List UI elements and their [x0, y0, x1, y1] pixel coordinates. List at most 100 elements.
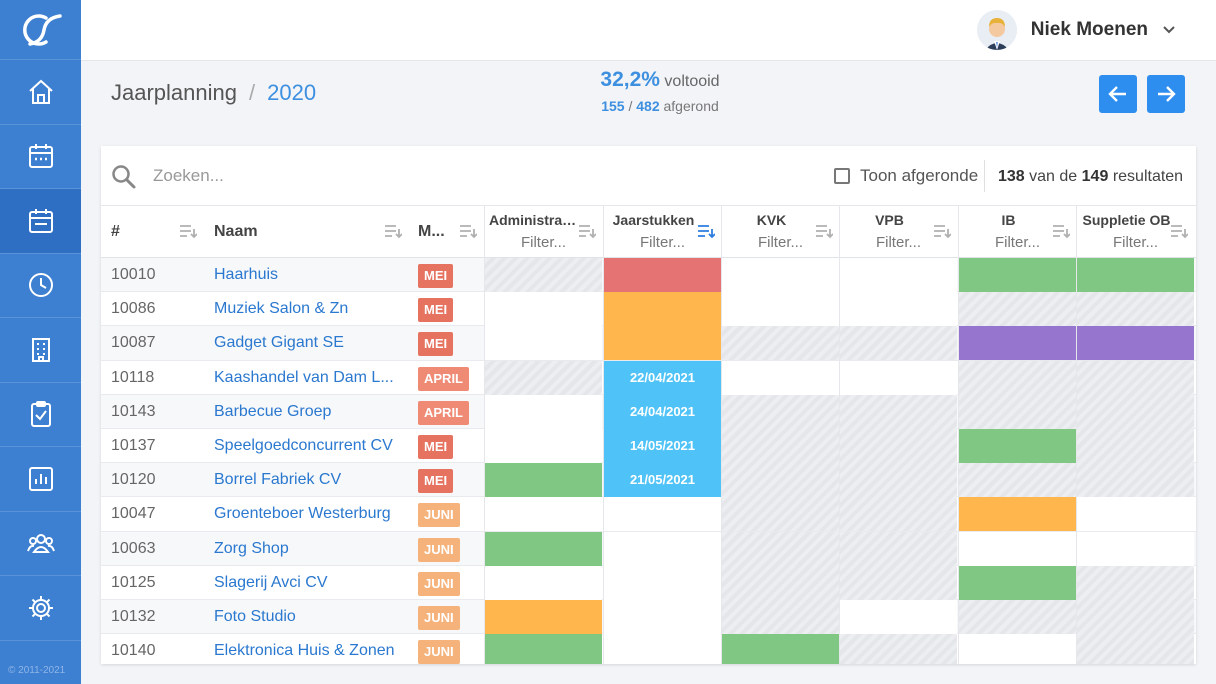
task-status-cell[interactable]: [484, 565, 602, 600]
task-status-cell[interactable]: [958, 258, 1076, 292]
task-status-cell[interactable]: [839, 634, 957, 664]
sort-icon[interactable]: [179, 223, 197, 239]
row-name-link[interactable]: Slagerij Avci CV: [214, 573, 328, 591]
sidebar-item-companies[interactable]: [0, 318, 81, 383]
previous-year-button[interactable]: [1099, 75, 1137, 113]
search-input[interactable]: [153, 162, 553, 190]
sort-icon[interactable]: [384, 223, 402, 239]
task-status-cell[interactable]: 24/04/2021: [603, 394, 721, 429]
task-status-cell[interactable]: [1076, 634, 1194, 664]
task-status-cell[interactable]: [839, 360, 957, 395]
sort-icon[interactable]: [578, 223, 596, 239]
table-row[interactable]: 10118 Kaashandel van Dam L... APRIL 22/04/2…: [101, 360, 1196, 395]
task-status-cell[interactable]: [603, 600, 721, 634]
sort-icon[interactable]: [697, 223, 715, 239]
column-header-task[interactable]: Suppletie OB Filter...: [1076, 206, 1194, 258]
task-status-cell[interactable]: [484, 326, 602, 361]
column-header-id[interactable]: #: [111, 223, 120, 240]
column-header-task[interactable]: Jaarstukken Filter...: [603, 206, 721, 258]
task-status-cell[interactable]: [484, 497, 602, 532]
table-row[interactable]: 10140 Elektronica Huis & Zonen JUNI: [101, 634, 1196, 664]
task-status-cell[interactable]: [484, 634, 602, 664]
table-row[interactable]: 10047 Groenteboer Westerburg JUNI: [101, 497, 1196, 532]
table-row[interactable]: 10010 Haarhuis MEI: [101, 258, 1196, 293]
task-status-cell[interactable]: [1076, 394, 1194, 429]
logo[interactable]: [0, 0, 81, 60]
task-status-cell[interactable]: [484, 292, 602, 327]
task-status-cell[interactable]: [958, 565, 1076, 600]
task-status-cell[interactable]: [484, 394, 602, 429]
next-year-button[interactable]: [1147, 75, 1185, 113]
task-status-cell[interactable]: [839, 600, 957, 634]
task-status-cell[interactable]: [721, 531, 839, 566]
task-status-cell[interactable]: [484, 463, 602, 498]
row-name-link[interactable]: Elektronica Huis & Zonen: [214, 642, 395, 660]
task-filter[interactable]: Filter...: [994, 234, 1040, 251]
task-filter[interactable]: Filter...: [639, 234, 685, 251]
sort-icon[interactable]: [815, 223, 833, 239]
task-status-cell[interactable]: [721, 497, 839, 532]
task-status-cell[interactable]: [958, 600, 1076, 634]
task-status-cell[interactable]: [958, 429, 1076, 463]
task-status-cell[interactable]: [603, 565, 721, 600]
task-status-cell[interactable]: [839, 531, 957, 566]
task-status-cell[interactable]: [839, 326, 957, 361]
task-status-cell[interactable]: [1076, 258, 1194, 292]
sidebar-item-jaarplanning[interactable]: [0, 189, 81, 254]
column-header-name[interactable]: Naam: [214, 223, 258, 240]
task-status-cell[interactable]: [839, 565, 957, 600]
sidebar-item-time[interactable]: [0, 254, 81, 318]
task-status-cell[interactable]: [958, 531, 1076, 566]
task-status-cell[interactable]: [484, 600, 602, 634]
task-status-cell[interactable]: 22/04/2021: [603, 360, 721, 395]
task-status-cell[interactable]: [958, 394, 1076, 429]
show-completed-checkbox[interactable]: [834, 168, 850, 184]
task-status-cell[interactable]: [1076, 531, 1194, 566]
task-status-cell[interactable]: [484, 258, 602, 292]
show-completed-toggle[interactable]: Toon afgeronde: [834, 166, 978, 186]
task-status-cell[interactable]: [1076, 497, 1194, 532]
task-status-cell[interactable]: [721, 463, 839, 498]
sidebar-item-reports[interactable]: [0, 447, 81, 512]
task-status-cell[interactable]: [839, 463, 957, 498]
sort-icon[interactable]: [1052, 223, 1070, 239]
table-row[interactable]: 10143 Barbecue Groep APRIL 24/04/2021: [101, 394, 1196, 429]
task-status-cell[interactable]: [839, 292, 957, 327]
row-name-link[interactable]: Haarhuis: [214, 266, 279, 283]
task-filter[interactable]: Filter...: [875, 234, 921, 251]
task-status-cell[interactable]: [603, 258, 721, 292]
task-status-cell[interactable]: [958, 326, 1076, 361]
task-status-cell[interactable]: [603, 634, 721, 664]
row-name-link[interactable]: Borrel Fabriek CV: [214, 471, 342, 489]
task-filter[interactable]: Filter...: [520, 234, 566, 251]
task-status-cell[interactable]: [484, 429, 602, 463]
table-row[interactable]: 10063 Zorg Shop JUNI: [101, 531, 1196, 566]
task-status-cell[interactable]: 14/05/2021: [603, 429, 721, 463]
row-name-link[interactable]: Zorg Shop: [214, 539, 289, 557]
sort-icon[interactable]: [933, 223, 951, 239]
task-status-cell[interactable]: [958, 360, 1076, 395]
column-header-task[interactable]: IB Filter...: [958, 206, 1076, 258]
task-status-cell[interactable]: [603, 292, 721, 327]
task-status-cell[interactable]: [839, 258, 957, 292]
task-filter[interactable]: Filter...: [757, 234, 803, 251]
table-row[interactable]: 10132 Foto Studio JUNI: [101, 600, 1196, 635]
row-name-link[interactable]: Muziek Salon & Zn: [214, 300, 349, 318]
column-header-task[interactable]: KVK Filter...: [721, 206, 839, 258]
task-status-cell[interactable]: [721, 258, 839, 292]
sidebar-item-settings[interactable]: [0, 576, 81, 641]
sidebar-item-home[interactable]: [0, 60, 81, 125]
task-status-cell[interactable]: [1076, 429, 1194, 463]
task-filter[interactable]: Filter...: [1112, 234, 1158, 251]
task-status-cell[interactable]: [839, 394, 957, 429]
row-name-link[interactable]: Speelgoedconcurrent CV: [214, 437, 393, 454]
task-status-cell[interactable]: 21/05/2021: [603, 463, 721, 498]
task-status-cell[interactable]: [721, 429, 839, 463]
table-row[interactable]: 10086 Muziek Salon & Zn MEI: [101, 292, 1196, 327]
task-status-cell[interactable]: [721, 394, 839, 429]
task-status-cell[interactable]: [958, 463, 1076, 498]
row-name-link[interactable]: Groenteboer Westerburg: [214, 505, 391, 523]
task-status-cell[interactable]: [721, 360, 839, 395]
task-status-cell[interactable]: [484, 360, 602, 395]
table-row[interactable]: 10120 Borrel Fabriek CV MEI 21/05/2021: [101, 463, 1196, 498]
